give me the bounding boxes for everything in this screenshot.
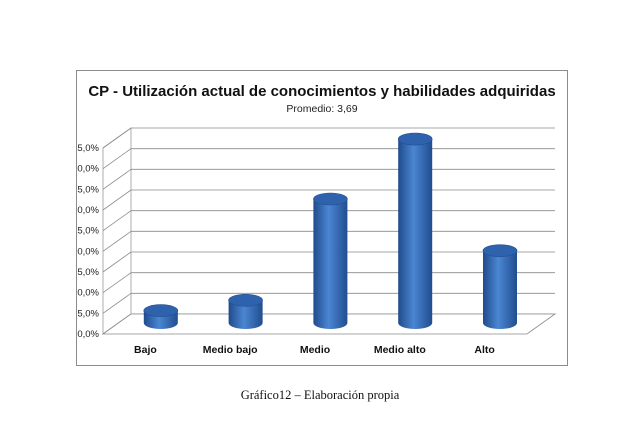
gridline-side xyxy=(102,272,132,293)
x-tick-label: Medio xyxy=(300,344,330,356)
chart-title: CP - Utilización actual de conocimientos… xyxy=(88,83,556,100)
x-tick-label: Alto xyxy=(474,344,494,356)
bar-alto xyxy=(483,250,517,329)
gridline-side xyxy=(102,231,132,252)
bar-top xyxy=(228,293,263,307)
y-tick-label: 0,0% xyxy=(77,329,99,340)
y-tick-label: 20,0% xyxy=(77,246,100,257)
x-tick-label: Medio bajo xyxy=(203,344,258,356)
y-tick-label: 45,0% xyxy=(77,143,100,154)
x-tick-label: Medio alto xyxy=(374,344,426,356)
gridline-side xyxy=(102,293,132,314)
bar-top xyxy=(482,244,518,257)
bar-medio-bajo xyxy=(228,300,263,329)
y-tick-label: 15,0% xyxy=(77,267,100,278)
chart-subtitle: Promedio: 3,69 xyxy=(286,103,358,115)
bar-medio-alto xyxy=(398,139,433,329)
chart-plot: 0,0% 5,0% 10,0% 15,0% 20,0% 25,0% 30,0% 35,0% 40… xyxy=(77,127,557,356)
bar-top xyxy=(313,192,348,206)
y-tick-label: 10,0% xyxy=(77,288,100,299)
figure-caption: Gráfico12 – Elaboración propia xyxy=(240,388,400,402)
gridline-side xyxy=(102,251,132,273)
gridline-side xyxy=(102,189,132,211)
gridline-side xyxy=(102,127,132,149)
y-tick-label: 5,0% xyxy=(77,308,99,319)
y-tick-label: 25,0% xyxy=(77,226,100,237)
gridline-side xyxy=(102,148,132,169)
bar-top xyxy=(143,304,179,317)
bar-top xyxy=(397,132,433,146)
gridline-side xyxy=(102,169,132,190)
y-tick-label: 30,0% xyxy=(77,205,100,216)
chart-frame: CP - Utilización actual de conocimientos… xyxy=(76,70,568,366)
gridline-side xyxy=(102,210,132,231)
y-tick-label: 40,0% xyxy=(77,164,100,175)
x-tick-label: Bajo xyxy=(134,344,157,356)
y-tick-label: 35,0% xyxy=(77,184,100,195)
bar-medio xyxy=(313,199,348,329)
